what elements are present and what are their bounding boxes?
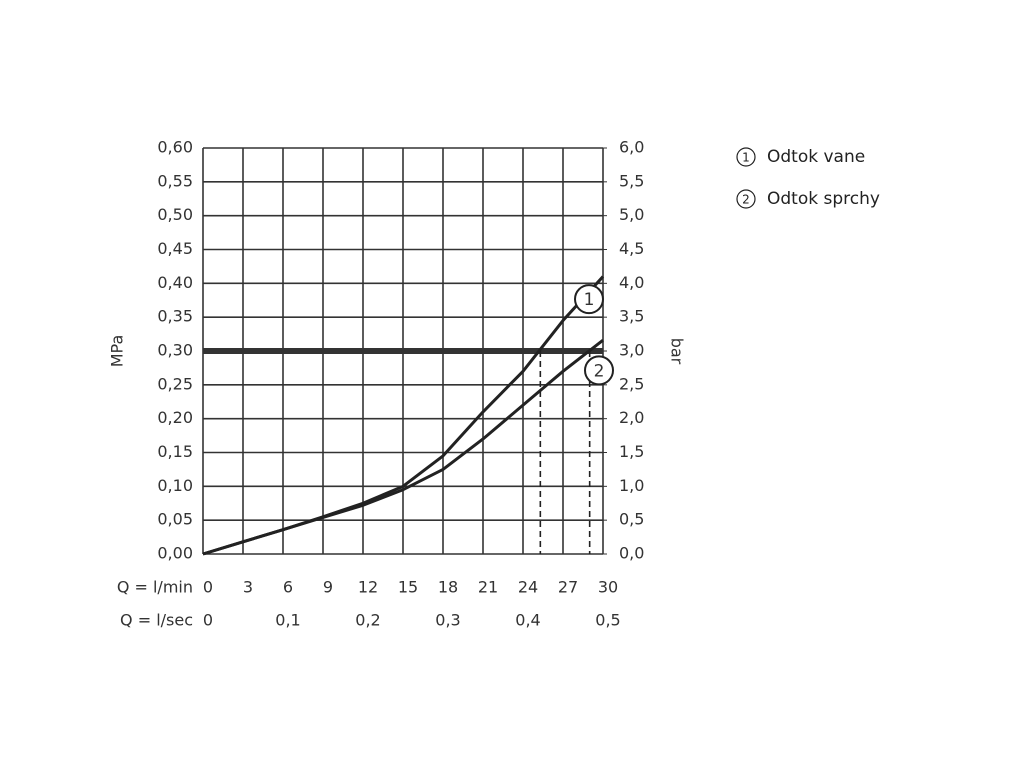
y2-tick-label: 0,0 (619, 544, 644, 563)
legend-label: Odtok sprchy (767, 189, 880, 209)
legend-label: Odtok vane (767, 147, 865, 167)
x-tick-label: 6 (283, 578, 293, 597)
x2-tick-label: 0,2 (355, 611, 380, 630)
x2-tick-label: 0,1 (275, 611, 300, 630)
x-tick-label: 15 (398, 578, 418, 597)
y2-tick-label: 5,0 (619, 205, 644, 224)
x-tick-label: 30 (598, 578, 618, 597)
y2-tick-label: 4,0 (619, 273, 644, 292)
x2-tick-label: 0,4 (515, 611, 540, 630)
y-tick-label: 0,40 (157, 273, 193, 292)
y-tick-label: 0,60 (157, 138, 193, 157)
y2-tick-label: 1,5 (619, 442, 644, 461)
x-tick-label: 21 (478, 578, 498, 597)
y-tick-label: 0,30 (157, 341, 193, 360)
legend-marker-label: 2 (742, 193, 750, 207)
y-tick-label: 0,20 (157, 408, 193, 427)
y-tick-label: 0,35 (157, 307, 193, 326)
y-tick-label: 0,05 (157, 510, 193, 529)
x2-tick-label: 0 (203, 611, 213, 630)
y-tick-label: 0,25 (157, 374, 193, 393)
x-tick-label: 3 (243, 578, 253, 597)
y2-tick-label: 3,5 (619, 307, 644, 326)
y2-tick-label: 0,5 (619, 510, 644, 529)
x-tick-label: 24 (518, 578, 538, 597)
legend-marker (736, 147, 756, 167)
y2-tick-label: 2,5 (619, 374, 644, 393)
y2-tick-label: 5,5 (619, 171, 644, 190)
legend-marker (736, 189, 756, 209)
series-line (202, 338, 604, 556)
legend-marker-label: 1 (742, 151, 750, 165)
y-tick-label: 0,50 (157, 205, 193, 224)
y-tick-label: 0,55 (157, 171, 193, 190)
curve-marker-label: 2 (594, 361, 605, 381)
x-tick-label: 12 (358, 578, 378, 597)
y-tick-label: 0,15 (157, 442, 193, 461)
x-tick-label: 27 (558, 578, 578, 597)
curve-marker (584, 355, 614, 386)
y-axis-label: MPa (108, 335, 127, 368)
x-tick-label: 18 (438, 578, 458, 597)
y2-axis-label: bar (668, 338, 687, 365)
x-tick-label: 0 (203, 578, 213, 597)
y-tick-label: 0,10 (157, 476, 193, 495)
y2-tick-label: 2,0 (619, 408, 644, 427)
y2-tick-label: 1,0 (619, 476, 644, 495)
y-tick-label: 0,00 (157, 544, 193, 563)
x2-axis-label: Q = l/sec (120, 611, 193, 630)
x-tick-label: 9 (323, 578, 333, 597)
y2-tick-label: 6,0 (619, 138, 644, 157)
y2-tick-label: 3,0 (619, 341, 644, 360)
curve-marker (574, 284, 604, 315)
y2-tick-label: 4,5 (619, 239, 644, 258)
x-axis-label: Q = l/min (117, 578, 193, 597)
x2-tick-label: 0,5 (595, 611, 620, 630)
curve-marker-label: 1 (584, 290, 595, 310)
y-tick-label: 0,45 (157, 239, 193, 258)
x2-tick-label: 0,3 (435, 611, 460, 630)
